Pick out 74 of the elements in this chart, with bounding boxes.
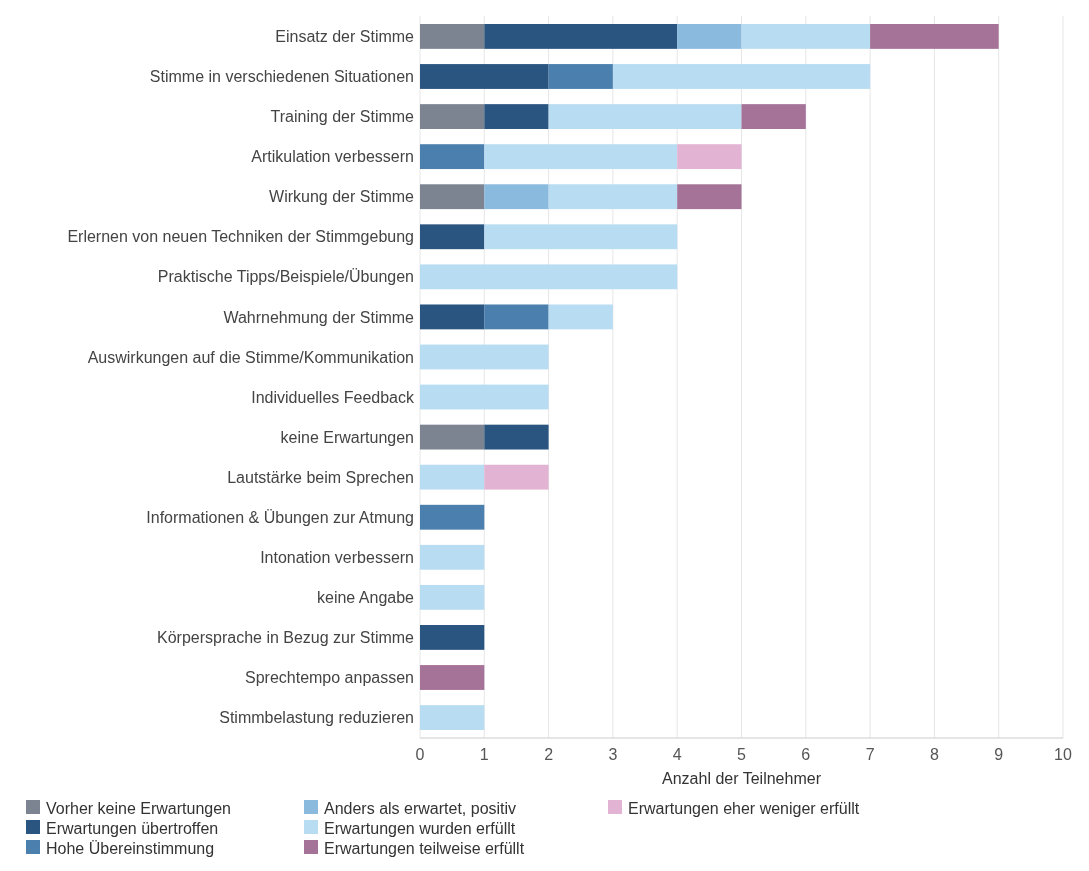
x-tick-label: 4 (672, 746, 682, 763)
bar (420, 224, 485, 250)
x-tick-label: 7 (865, 746, 875, 763)
y-tick-label: Auswirkungen auf die Stimme/Kommunikation (87, 348, 414, 366)
x-tick-label: 6 (801, 746, 811, 763)
legend-label: Erwartungen wurden erfüllt (324, 819, 516, 837)
y-tick-label: Intonation verbessern (260, 548, 414, 566)
bar (420, 544, 485, 570)
bar (420, 64, 549, 89)
y-tick-label: keine Erwartungen (280, 428, 414, 446)
bar (484, 144, 678, 170)
x-tick-label: 8 (929, 746, 939, 763)
legend-label: Anders als erwartet, positiv (324, 799, 517, 817)
y-tick-label: Wahrnehmung der Stimme (223, 308, 415, 326)
y-tick-label: Lautstärke beim Sprechen (227, 468, 414, 486)
bar (484, 424, 549, 450)
bar (612, 64, 871, 89)
bar (548, 184, 678, 210)
bar (420, 504, 485, 530)
y-tick-label: Stimmbelastung reduzieren (219, 709, 414, 727)
y-tick-label: Körpersprache in Bezug zur Stimme (157, 629, 415, 647)
y-tick-label: Wirkung der Stimme (269, 188, 415, 206)
y-tick-label: Praktische Tipps/Beispiele/Übungen (157, 268, 414, 286)
bar (420, 424, 485, 450)
bar (548, 304, 613, 330)
legend-label: Vorher keine Erwartungen (46, 799, 231, 817)
x-tick-label: 10 (1054, 746, 1072, 763)
bar (420, 384, 549, 410)
bar (420, 304, 485, 330)
x-tick-label: 2 (544, 746, 554, 763)
bar (548, 64, 613, 89)
x-tick-label: 1 (479, 746, 489, 763)
x-tick-label: 0 (415, 746, 425, 763)
legend-label: Erwartungen eher weniger erfüllt (628, 799, 860, 817)
bar (420, 144, 485, 170)
y-tick-label: Artikulation verbessern (251, 148, 414, 166)
bar (420, 104, 485, 129)
legend-label: Erwartungen übertroffen (46, 819, 219, 837)
y-tick-label: Training der Stimme (270, 108, 415, 126)
bar (870, 24, 999, 49)
bar (420, 464, 485, 490)
legend-label: Erwartungen teilweise erfüllt (324, 839, 525, 857)
bar (741, 104, 806, 129)
bar (484, 304, 549, 330)
bar (741, 24, 871, 49)
bar (420, 264, 678, 290)
y-tick-label: Einsatz der Stimme (275, 28, 415, 46)
x-tick-label: 5 (737, 746, 747, 763)
bar (484, 464, 549, 490)
bar (420, 625, 485, 650)
bar (420, 584, 485, 610)
bar (484, 24, 678, 49)
bar (420, 344, 549, 370)
bar (484, 224, 678, 250)
bar (420, 184, 485, 210)
bar (420, 705, 485, 730)
y-tick-label: Stimme in verschiedenen Situationen (149, 68, 414, 86)
bar (484, 184, 549, 210)
bar (420, 665, 485, 690)
x-axis-title: Anzahl der Teilnehmer (662, 770, 822, 787)
bar (677, 184, 742, 210)
bar (677, 24, 742, 49)
y-tick-label: Erlernen von neuen Techniken der Stimmgebung (67, 228, 414, 246)
x-tick-label: 9 (994, 746, 1004, 763)
bar (484, 104, 549, 129)
legend-label: Hohe Übereinstimmung (46, 839, 215, 857)
y-tick-label: Sprechtempo anpassen (245, 669, 414, 687)
bar (548, 104, 742, 129)
y-tick-label: keine Angabe (317, 588, 415, 606)
bar (677, 144, 742, 170)
y-tick-label: Individuelles Feedback (251, 388, 415, 406)
bar (420, 24, 485, 49)
x-tick-label: 3 (608, 746, 618, 763)
y-tick-label: Informationen & Übungen zur Atmung (146, 508, 414, 526)
